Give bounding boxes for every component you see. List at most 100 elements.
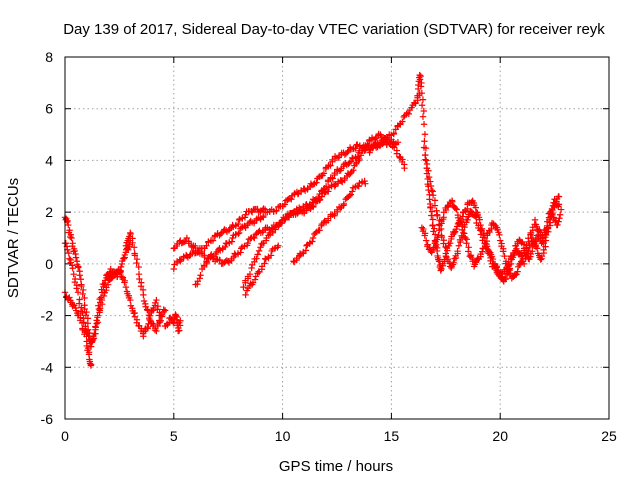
data-point-interp bbox=[278, 220, 286, 227]
data-point-interp bbox=[547, 208, 555, 215]
data-point bbox=[531, 216, 539, 224]
y-tick-label: 0 bbox=[45, 256, 53, 272]
data-point bbox=[148, 320, 156, 327]
data-point bbox=[203, 242, 210, 249]
data-point-interp bbox=[454, 247, 461, 255]
data-point-interp bbox=[107, 275, 115, 282]
data-point-interp bbox=[493, 264, 501, 271]
data-point bbox=[542, 227, 550, 234]
y-tick-label: -2 bbox=[41, 308, 54, 324]
data-point bbox=[94, 312, 101, 319]
data-point bbox=[246, 271, 254, 278]
data-point-interp bbox=[506, 265, 514, 272]
data-point bbox=[366, 149, 373, 156]
data-point-interp bbox=[203, 259, 210, 266]
data-point-interp bbox=[419, 96, 427, 103]
data-point bbox=[555, 193, 563, 200]
data-point bbox=[66, 294, 73, 301]
data-point bbox=[68, 234, 75, 242]
data-point bbox=[71, 247, 78, 255]
data-point bbox=[451, 255, 458, 262]
data-point-interp bbox=[257, 244, 264, 251]
data-point-interp bbox=[556, 215, 563, 222]
data-point bbox=[533, 245, 541, 252]
data-point-interp bbox=[160, 306, 167, 313]
data-point bbox=[320, 170, 328, 177]
data-point bbox=[290, 258, 297, 265]
data-point bbox=[414, 92, 421, 99]
data-point-interp bbox=[452, 205, 460, 213]
data-point bbox=[438, 265, 445, 273]
data-point bbox=[442, 250, 449, 257]
data-point-interp bbox=[221, 243, 229, 251]
data-point-interp bbox=[425, 173, 433, 181]
data-point bbox=[466, 252, 473, 260]
data-point-interp bbox=[548, 205, 556, 213]
data-point-interp bbox=[228, 238, 236, 245]
data-point-interp bbox=[78, 319, 86, 327]
data-point-interp bbox=[95, 305, 103, 313]
data-point-interp bbox=[450, 259, 457, 266]
data-point-interp bbox=[344, 148, 351, 156]
data-point-interp bbox=[458, 232, 465, 239]
data-point-interp bbox=[431, 225, 438, 232]
data-point-interp bbox=[417, 83, 425, 90]
x-tick-label: 0 bbox=[61, 428, 69, 444]
data-point bbox=[144, 325, 151, 332]
data-point bbox=[557, 206, 565, 213]
data-point-interp bbox=[65, 249, 72, 257]
data-point bbox=[183, 234, 191, 242]
data-point bbox=[401, 164, 408, 172]
data-point-interp bbox=[140, 297, 148, 305]
data-point bbox=[507, 260, 515, 268]
data-point-interp bbox=[76, 272, 83, 279]
x-tick-label: 20 bbox=[492, 428, 508, 444]
data-point-interp bbox=[254, 251, 261, 258]
data-point-interp bbox=[89, 336, 97, 343]
data-point bbox=[453, 206, 460, 213]
y-tick-label: 2 bbox=[45, 204, 53, 220]
data-point bbox=[209, 237, 217, 244]
data-point-interp bbox=[502, 274, 509, 282]
data-point bbox=[65, 221, 72, 229]
data-point-interp bbox=[429, 192, 437, 199]
data-point-interp bbox=[427, 182, 435, 190]
data-point bbox=[446, 239, 454, 247]
data-point bbox=[170, 320, 177, 327]
data-point bbox=[331, 183, 339, 190]
data-point-interp bbox=[540, 246, 547, 254]
data-points bbox=[61, 71, 565, 369]
data-point-interp bbox=[129, 239, 136, 247]
data-point-interp bbox=[135, 263, 142, 271]
data-point-interp bbox=[251, 276, 259, 283]
data-point bbox=[100, 281, 108, 288]
data-point-interp bbox=[151, 327, 159, 334]
data-point-interp bbox=[237, 249, 244, 256]
data-point-interp bbox=[302, 247, 310, 254]
data-point-interp bbox=[247, 217, 254, 225]
data-point-interp bbox=[130, 244, 138, 251]
data-point bbox=[316, 227, 323, 234]
data-point bbox=[494, 268, 502, 275]
data-point bbox=[251, 234, 258, 242]
data-point-interp bbox=[422, 156, 429, 163]
y-tick-label: -6 bbox=[41, 411, 54, 427]
data-point bbox=[170, 265, 177, 273]
data-point-interp bbox=[142, 303, 149, 310]
data-point-interp bbox=[472, 212, 479, 220]
data-point-interp bbox=[267, 252, 275, 259]
data-point-interp bbox=[400, 113, 407, 121]
data-point bbox=[84, 320, 92, 327]
data-point-interp bbox=[346, 159, 353, 166]
data-point-interp bbox=[62, 240, 69, 247]
data-point bbox=[157, 317, 164, 324]
data-point-interp bbox=[416, 76, 424, 83]
data-point bbox=[244, 239, 251, 247]
data-point-interp bbox=[427, 178, 434, 185]
data-point-interp bbox=[145, 314, 153, 322]
data-point bbox=[338, 177, 345, 185]
data-point-interp bbox=[356, 155, 363, 163]
data-point-interp bbox=[435, 221, 443, 228]
data-point-interp bbox=[421, 232, 428, 239]
data-point bbox=[235, 229, 243, 237]
